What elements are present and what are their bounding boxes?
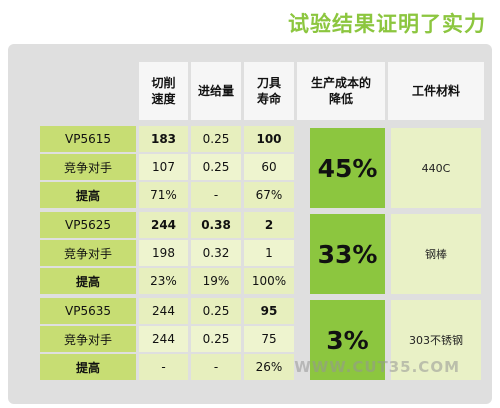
cost-reduction-value: 3% (310, 300, 385, 380)
tool-life-value: 100 (244, 126, 294, 152)
feed-value: 19% (191, 268, 241, 294)
tool-life-value: 95 (244, 298, 294, 324)
row-label: VP5635 (40, 298, 136, 324)
cutting-speed-value: 23% (139, 268, 188, 294)
row-label: 竞争对手 (40, 240, 136, 266)
cutting-speed-value: 244 (139, 212, 188, 238)
tool-life-value: 2 (244, 212, 294, 238)
feed-value: 0.25 (191, 298, 241, 324)
header-tool-life: 刀具 寿命 (244, 62, 294, 120)
cutting-speed-value: - (139, 354, 188, 380)
cost-reduction-value: 33% (310, 214, 385, 294)
workpiece-material-value: 钢棒 (391, 214, 481, 294)
feed-value: 0.32 (191, 240, 241, 266)
cutting-speed-value: 107 (139, 154, 188, 180)
result-block-vp5625: VP5625 244 0.38 2 竞争对手 198 0.32 1 提高 23%… (0, 212, 500, 296)
feed-value: 0.38 (191, 212, 241, 238)
watermark: WWW.CUT35.COM (294, 358, 460, 376)
row-label: VP5625 (40, 212, 136, 238)
tool-life-value: 100% (244, 268, 294, 294)
workpiece-material-value: 303不锈钢 (391, 300, 481, 380)
cutting-speed-value: 244 (139, 298, 188, 324)
page-title: 试验结果证明了实力 (288, 12, 486, 36)
feed-value: - (191, 354, 241, 380)
cutting-speed-value: 71% (139, 182, 188, 208)
row-label: VP5615 (40, 126, 136, 152)
header-feed: 进给量 (191, 62, 241, 120)
feed-value: 0.25 (191, 154, 241, 180)
row-label: 提高 (40, 354, 136, 380)
table-header: 切削 速度 进给量 刀具 寿命 生产成本的 降低 工件材料 (0, 62, 500, 120)
tool-life-value: 67% (244, 182, 294, 208)
header-cost-reduction: 生产成本的 降低 (297, 62, 385, 120)
workpiece-material-value: 440C (391, 128, 481, 208)
result-block-vp5635: VP5635 244 0.25 95 竞争对手 244 0.25 75 提高 -… (0, 298, 500, 382)
feed-value: 0.25 (191, 326, 241, 352)
tool-life-value: 60 (244, 154, 294, 180)
header-cutting-speed: 切削 速度 (139, 62, 188, 120)
tool-life-value: 75 (244, 326, 294, 352)
header-workpiece-material: 工件材料 (388, 62, 484, 120)
result-block-vp5615: VP5615 183 0.25 100 竞争对手 107 0.25 60 提高 … (0, 126, 500, 210)
tool-life-value: 26% (244, 354, 294, 380)
cutting-speed-value: 198 (139, 240, 188, 266)
row-label: 竞争对手 (40, 154, 136, 180)
feed-value: 0.25 (191, 126, 241, 152)
row-label: 竞争对手 (40, 326, 136, 352)
row-label: 提高 (40, 268, 136, 294)
tool-life-value: 1 (244, 240, 294, 266)
cutting-speed-value: 183 (139, 126, 188, 152)
feed-value: - (191, 182, 241, 208)
cost-reduction-value: 45% (310, 128, 385, 208)
row-label: 提高 (40, 182, 136, 208)
cutting-speed-value: 244 (139, 326, 188, 352)
